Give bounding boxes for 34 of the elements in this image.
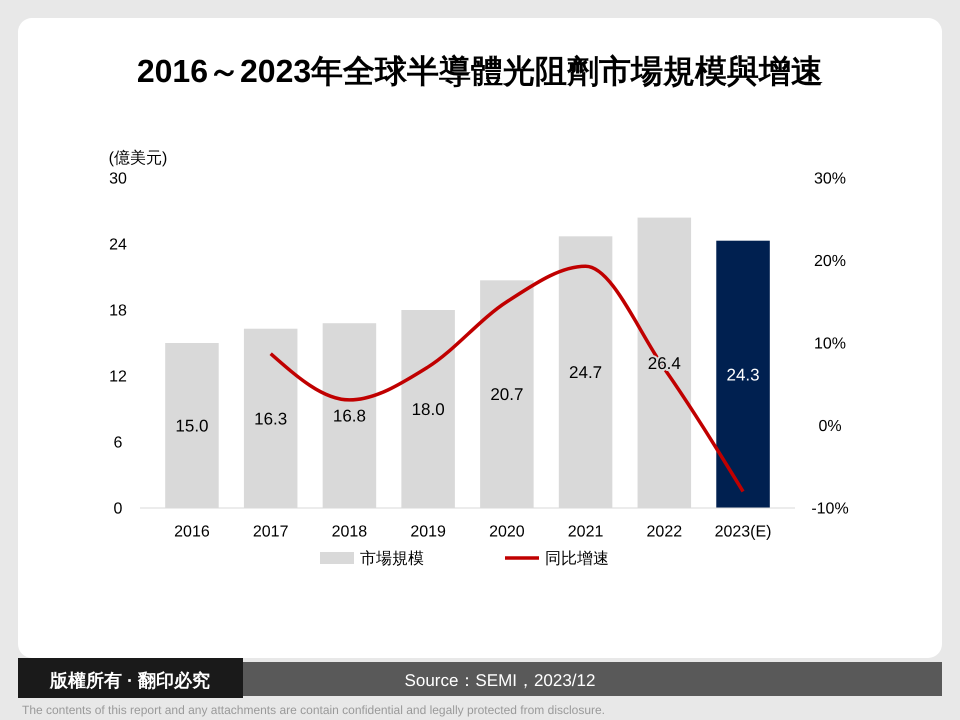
x-tick-label: 2017 — [252, 524, 289, 541]
y-tick-label: 18 — [109, 302, 127, 320]
y-tick-label: 30 — [109, 170, 127, 188]
x-tick-label: 2022 — [646, 524, 682, 541]
chart-title: 2016～2023年全球半導體光阻劑市場規模與增速 — [136, 53, 824, 89]
y-tick-label: 6 — [114, 434, 123, 452]
legend-label: 同比增速 — [545, 550, 609, 568]
y2-tick-label: -10% — [811, 500, 849, 518]
legend-label: 市場規模 — [360, 550, 424, 568]
data-label: 20.7 — [490, 385, 524, 404]
x-tick-label: 2021 — [568, 524, 604, 541]
y-tick-label: 0 — [114, 500, 123, 518]
y2-tick-label: 0% — [818, 418, 842, 436]
bar — [716, 240, 770, 508]
data-label: 16.8 — [332, 406, 366, 426]
data-label: 15.0 — [175, 416, 209, 436]
y2-tick-label: 20% — [814, 253, 846, 270]
y2-tick-label: 30% — [814, 170, 846, 188]
x-tick-label: 2018 — [332, 524, 368, 541]
text: The contents of this report and any attachments are contain confidential and legally protected from disclosure. — [22, 703, 605, 718]
y-axis-title: (億美元) — [108, 149, 168, 167]
data-label: 24.7 — [569, 363, 602, 382]
x-tick-label: 2016 — [174, 524, 210, 541]
y-tick-label: 24 — [109, 236, 127, 254]
x-tick-label: 2020 — [489, 524, 525, 541]
text: 版權所有 · 翻印必究 — [49, 670, 210, 690]
data-label: 16.3 — [254, 409, 288, 428]
data-label: 24.3 — [726, 365, 760, 384]
data-label: 18.0 — [412, 400, 445, 419]
x-tick-label: 2019 — [410, 524, 446, 541]
y-tick-label: 12 — [109, 368, 127, 386]
source-note: Source：SEMI，2023/12 — [404, 670, 596, 690]
x-tick-label: 2023(E) — [714, 524, 772, 541]
y2-tick-label: 10% — [814, 336, 846, 353]
